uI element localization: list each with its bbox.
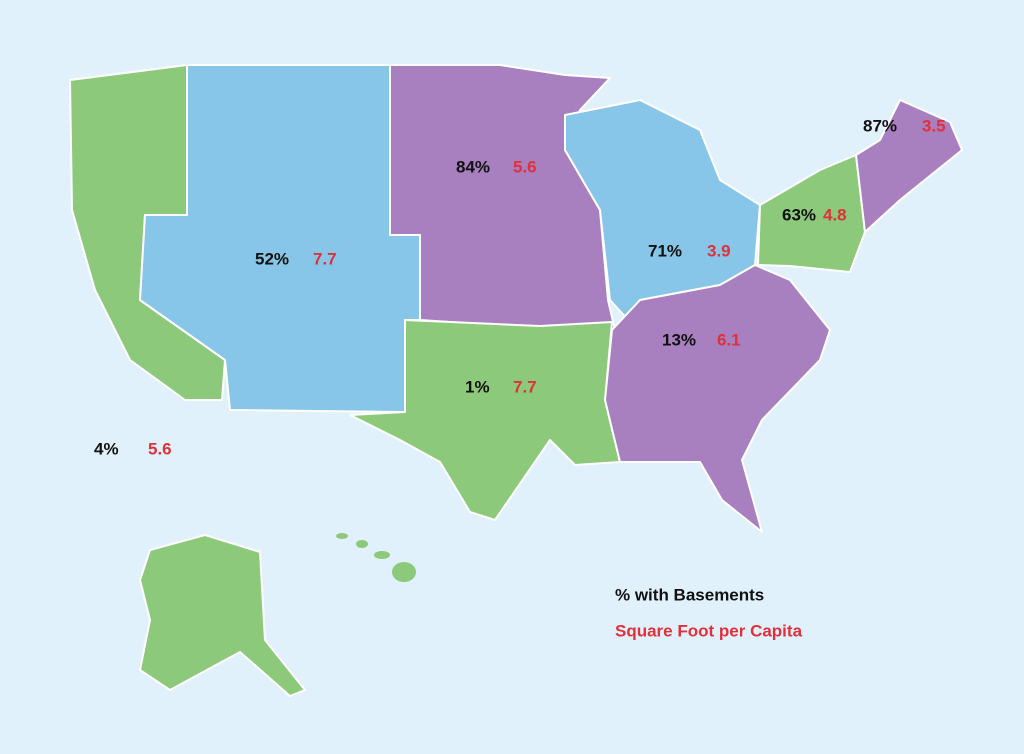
sqft-label: 7.7 [313,249,337,268]
sqft-label: 4.8 [823,205,847,224]
basement-label: 13% [662,330,696,349]
sqft-label: 7.7 [513,377,537,396]
basement-label: 52% [255,249,289,268]
sqft-label: 5.6 [148,439,172,458]
basement-label: 71% [648,241,682,260]
basement-label: 63% [782,205,816,224]
basement-label: 4% [94,439,119,458]
basement-label: 84% [456,157,490,176]
basement-label: 1% [465,377,490,396]
plains-region [389,64,616,331]
sqft-label: 6.1 [717,330,741,349]
legend-basements: % with Basements [615,585,764,604]
mid-atlantic-region [757,154,866,273]
sqft-label: 5.6 [513,157,537,176]
sqft-label: 3.5 [922,116,946,135]
alaska [139,534,306,697]
legend-sqft: Square Foot per Capita [615,621,803,640]
sqft-label: 3.9 [707,241,731,260]
hawaii [336,533,416,582]
basement-label: 87% [863,116,897,135]
new-england-region [855,99,963,233]
southeast-region [604,264,831,533]
